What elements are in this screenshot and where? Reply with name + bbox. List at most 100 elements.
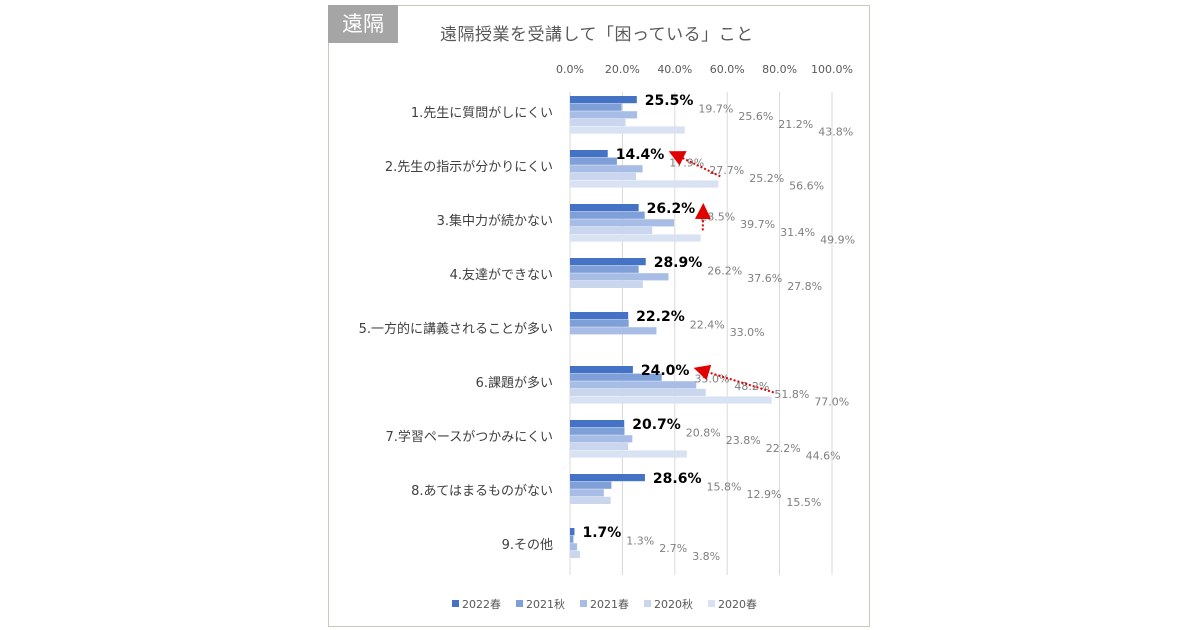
bar-2021春: [570, 435, 633, 443]
bar-2020秋: [570, 280, 643, 288]
bar-2021春: [570, 273, 669, 281]
value-label: 27.7%: [709, 164, 744, 177]
value-label: 39.7%: [740, 218, 775, 231]
value-label-bold: 26.2%: [647, 201, 696, 217]
value-label: 31.4%: [780, 226, 815, 239]
bar-2020秋: [570, 496, 611, 504]
legend-label: 2021春: [590, 598, 629, 611]
bar-2022春: [570, 312, 629, 320]
legend-label: 2020秋: [654, 597, 693, 611]
value-label-bold: 1.7%: [582, 525, 621, 541]
bar-2021秋: [570, 103, 622, 111]
bar-2020秋: [570, 172, 637, 180]
bar-2022春: [570, 258, 646, 266]
bar-2020秋: [570, 442, 629, 450]
bar-2021秋: [570, 373, 662, 381]
category-label: 5.一方的に講義されることが多い: [359, 321, 553, 337]
trend-arrow: [668, 151, 721, 178]
value-label: 56.6%: [789, 179, 824, 192]
value-label: 35.0%: [694, 373, 729, 386]
bar-2020春: [570, 450, 687, 458]
bar-2021秋: [570, 535, 574, 543]
category-label: 2.先生の指示が分かりにくい: [385, 160, 553, 175]
legend-swatch: [516, 600, 523, 607]
value-label: 23.8%: [726, 434, 761, 447]
x-tick-label: 100.0%: [811, 63, 853, 76]
bar-2022春: [570, 420, 625, 428]
value-label: 1.3%: [626, 535, 654, 548]
value-label: 3.8%: [692, 550, 720, 563]
value-label: 27.8%: [787, 280, 822, 293]
bar-2022春: [570, 204, 639, 212]
legend-swatch: [644, 600, 651, 607]
bar-2021春: [570, 327, 657, 335]
value-label: 12.9%: [746, 488, 781, 501]
legend-swatch: [580, 600, 587, 607]
category-label: 4.友達ができない: [450, 267, 553, 283]
value-label: 15.5%: [786, 496, 821, 509]
legend-swatch: [452, 600, 459, 607]
value-label: 22.4%: [690, 319, 725, 332]
category-label: 6.課題が多い: [476, 375, 553, 391]
value-label: 77.0%: [814, 395, 849, 408]
bar-2021秋: [570, 265, 639, 273]
bar-2021秋: [570, 319, 629, 327]
value-label-bold: 14.4%: [616, 147, 665, 163]
bar-2021秋: [570, 481, 612, 489]
bar-2021秋: [570, 157, 617, 165]
value-label: 19.7%: [698, 103, 733, 116]
value-label-bold: 25.5%: [645, 93, 694, 109]
value-label: 51.8%: [774, 388, 809, 401]
bar-2021春: [570, 543, 578, 551]
bar-2021春: [570, 111, 638, 119]
value-label: 26.2%: [707, 265, 742, 278]
value-label-bold: 28.6%: [653, 471, 702, 487]
value-label-bold: 22.2%: [636, 309, 685, 325]
remote-badge: 遠隔: [328, 5, 398, 43]
value-label: 15.8%: [707, 481, 742, 494]
value-label: 49.9%: [820, 233, 855, 246]
bar-2020春: [570, 396, 772, 404]
value-label: 44.6%: [806, 449, 841, 462]
value-label: 37.6%: [747, 272, 782, 285]
category-label: 7.学習ペースがつかみにくい: [386, 429, 554, 445]
chart-title: 遠隔授業を受講して「困っている」こと: [440, 25, 754, 45]
bar-2020春: [570, 126, 685, 134]
value-label: 25.6%: [738, 110, 773, 123]
bar-2021春: [570, 489, 604, 497]
category-label: 3.集中力が続かない: [437, 213, 553, 229]
bar-2021春: [570, 165, 643, 173]
value-label: 33.0%: [730, 326, 765, 339]
value-label: 43.8%: [818, 125, 853, 138]
trend-arrow: [693, 364, 775, 394]
x-tick-label: 60.0%: [710, 63, 745, 76]
category-label: 9.その他: [502, 538, 553, 553]
value-label: 17.9%: [669, 157, 704, 170]
value-label-bold: 20.7%: [632, 417, 681, 433]
x-tick-label: 40.0%: [657, 63, 692, 76]
value-label: 48.2%: [734, 380, 769, 393]
bar-2021春: [570, 219, 675, 227]
x-tick-label: 20.0%: [605, 63, 640, 76]
bar-2022春: [570, 366, 633, 374]
value-label: 21.2%: [778, 118, 813, 131]
x-tick-label: 80.0%: [762, 63, 797, 76]
legend-label: 2020春: [718, 598, 757, 611]
bar-2020秋: [570, 388, 706, 396]
legend-label: 2022春: [462, 598, 501, 611]
value-label: 25.2%: [749, 172, 784, 185]
bar-2021秋: [570, 427, 625, 435]
value-label-bold: 28.9%: [654, 255, 703, 271]
category-label: 1.先生に質問がしにくい: [411, 106, 553, 121]
bar-2020春: [570, 180, 719, 188]
bar-2021春: [570, 381, 697, 389]
bar-2022春: [570, 96, 637, 104]
x-tick-label: 0.0%: [556, 63, 584, 76]
bar-2022春: [570, 528, 575, 536]
bar-2022春: [570, 474, 645, 482]
legend-swatch: [708, 600, 715, 607]
value-label: 2.7%: [659, 542, 687, 555]
value-label-bold: 24.0%: [641, 363, 690, 379]
value-label: 20.8%: [686, 427, 721, 440]
